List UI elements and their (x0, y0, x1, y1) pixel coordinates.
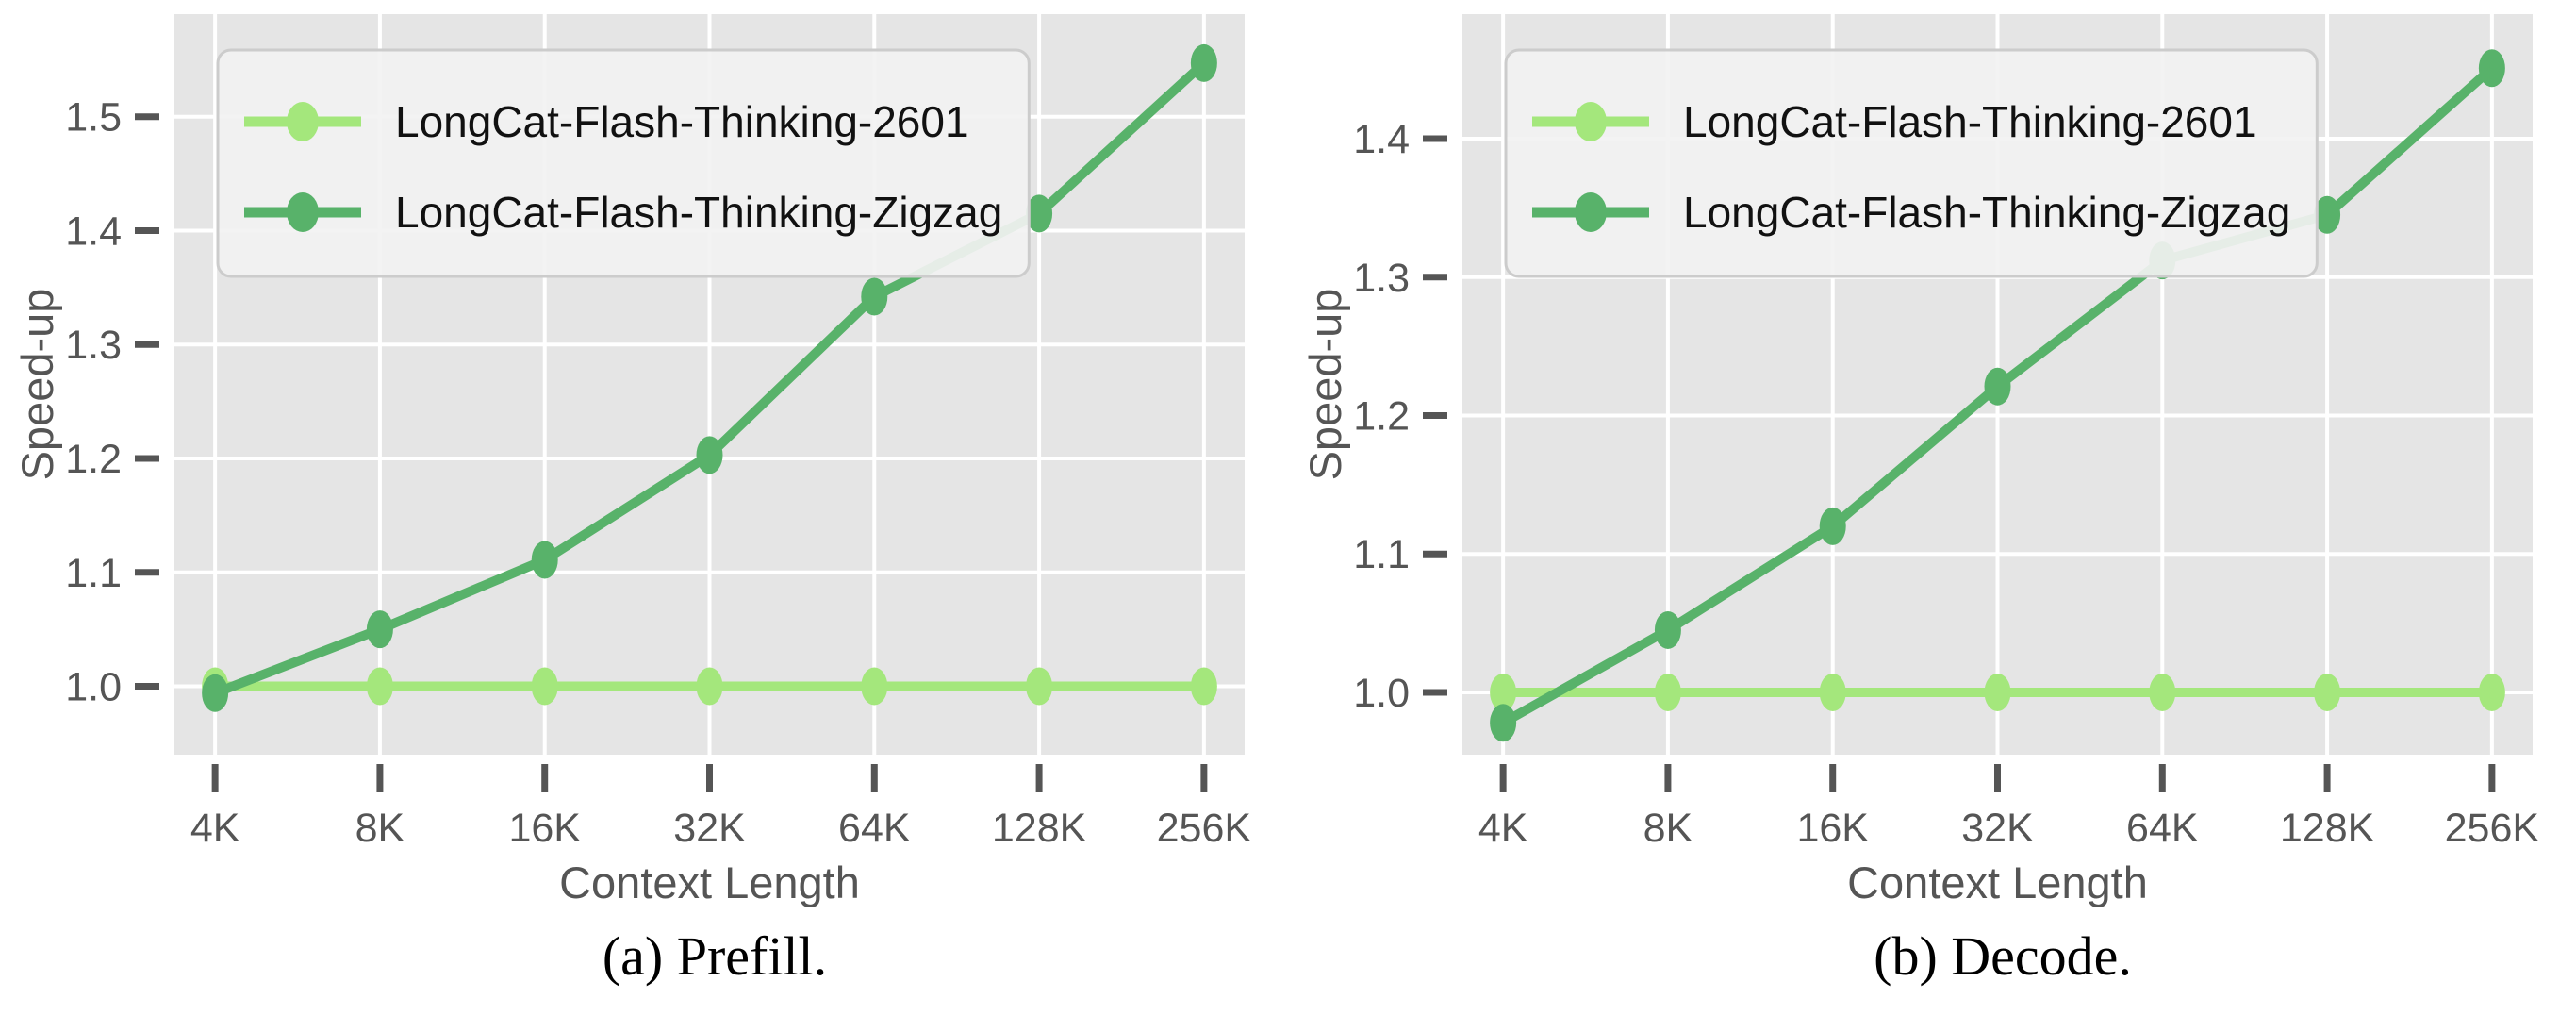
legend-label: LongCat-Flash-Thinking-Zigzag (395, 188, 1002, 237)
decode-caption: (b) Decode. (1874, 925, 2132, 987)
decode-chart: 1.0 1.1 1.2 1.3 1.4 4K 8K 16K 32K 64K 128K 256K Cont… (1300, 14, 2539, 907)
series-LongCat-Flash-Thinking-2601 (1490, 673, 2505, 711)
legend-entry: LongCat-Flash-Thinking-Zigzag (1532, 188, 2290, 237)
y-axis-label: Speed-up (1300, 289, 1350, 481)
data-point-marker (1490, 673, 1517, 711)
legend-label: LongCat-Flash-Thinking-2601 (395, 97, 969, 146)
data-point-marker (1654, 610, 1681, 649)
data-point-marker (2478, 673, 2505, 711)
x-tick-label: 256K (1157, 806, 1252, 851)
y-tick-label: 1.4 (65, 208, 122, 254)
prefill-caption: (a) Prefill. (602, 925, 828, 987)
data-point-marker (366, 610, 393, 649)
data-point-marker (1819, 507, 1846, 545)
x-tick-label: 16K (508, 806, 581, 851)
data-point-marker (1819, 673, 1846, 711)
y-tick-label: 1.3 (1353, 256, 1410, 301)
y-tick-label: 1.3 (65, 323, 122, 368)
y-tick-label: 1.2 (65, 437, 122, 482)
data-point-marker (2314, 673, 2341, 711)
data-point-marker (2314, 195, 2341, 234)
data-point-marker (2149, 673, 2176, 711)
data-point-marker (1984, 367, 2011, 406)
legend: LongCat-Flash-Thinking-2601 LongCat-Flash… (1504, 48, 2319, 278)
legend-entry: LongCat-Flash-Thinking-2601 (244, 97, 969, 146)
prefill-figure: 1.0 1.1 1.2 1.3 1.4 1.5 4K 8K 16K 32K 64K 128K 256K C… (12, 14, 1251, 987)
data-point-marker (2478, 49, 2505, 88)
legend-marker (1575, 102, 1607, 141)
legend-marker (287, 192, 319, 232)
x-tick-label: 128K (992, 806, 1087, 851)
x-tick-label: 64K (2126, 806, 2199, 851)
data-point-marker (1984, 673, 2011, 711)
x-tick-label: 8K (355, 806, 405, 851)
legend-marker (287, 102, 319, 141)
data-point-marker (861, 277, 888, 316)
data-point-marker (861, 667, 888, 706)
legend-entry: LongCat-Flash-Thinking-Zigzag (244, 188, 1002, 237)
series-LongCat-Flash-Thinking-Zigzag (202, 43, 1217, 712)
data-point-marker (696, 436, 723, 474)
y-tick-label: 1.1 (65, 551, 122, 596)
x-axis-label: Context Length (1847, 857, 2148, 907)
y-tick-label: 1.2 (1353, 394, 1410, 440)
data-point-marker (531, 667, 558, 706)
data-point-marker (1026, 667, 1053, 706)
legend-entry: LongCat-Flash-Thinking-2601 (1532, 97, 2257, 146)
y-tick-label: 1.4 (1353, 117, 1410, 162)
x-tick-label: 128K (2280, 806, 2375, 851)
tick-marks (135, 113, 1208, 792)
y-tick-label: 1.0 (65, 665, 122, 710)
data-point-marker (1654, 673, 1681, 711)
data-point-marker (696, 667, 723, 706)
tick-labels: 1.0 1.1 1.2 1.3 1.4 1.5 4K 8K 16K 32K 64K 128K 256K (65, 95, 1251, 851)
x-tick-label: 4K (190, 806, 240, 851)
legend-label: LongCat-Flash-Thinking-Zigzag (1683, 188, 2290, 237)
data-point-marker (1490, 704, 1517, 742)
decode-figure: 1.0 1.1 1.2 1.3 1.4 4K 8K 16K 32K 64K 128K 256K Cont… (1288, 0, 2576, 1032)
x-axis-label: Context Length (559, 857, 860, 907)
x-tick-label: 8K (1643, 806, 1693, 851)
data-point-marker (202, 674, 229, 712)
y-tick-label: 1.5 (65, 95, 122, 141)
legend: LongCat-Flash-Thinking-2601 LongCat-Flash… (216, 48, 1031, 278)
x-tick-label: 64K (838, 806, 911, 851)
legend-box (216, 48, 1031, 278)
data-point-marker (1190, 667, 1217, 706)
legend-label: LongCat-Flash-Thinking-2601 (1683, 97, 2257, 146)
data-point-marker (366, 667, 393, 706)
legend-marker (1575, 192, 1607, 232)
x-tick-label: 256K (2445, 806, 2540, 851)
tick-labels: 1.0 1.1 1.2 1.3 1.4 4K 8K 16K 32K 64K 128K 256K (1353, 117, 2539, 851)
legend-box (1504, 48, 2319, 278)
data-point-marker (1026, 194, 1053, 233)
x-tick-label: 16K (1796, 806, 1869, 851)
prefill-chart: 1.0 1.1 1.2 1.3 1.4 1.5 4K 8K 16K 32K 64K 128K 256K C… (12, 14, 1251, 907)
y-tick-label: 1.0 (1353, 671, 1410, 716)
data-point-marker (1190, 43, 1217, 82)
x-tick-label: 32K (1961, 806, 2034, 851)
series-LongCat-Flash-Thinking-Zigzag (1490, 49, 2505, 742)
x-tick-label: 32K (673, 806, 746, 851)
y-axis-label: Speed-up (12, 289, 62, 481)
y-tick-label: 1.1 (1353, 532, 1410, 577)
x-tick-label: 4K (1478, 806, 1528, 851)
data-point-marker (531, 541, 558, 579)
tick-marks (1423, 135, 2496, 792)
